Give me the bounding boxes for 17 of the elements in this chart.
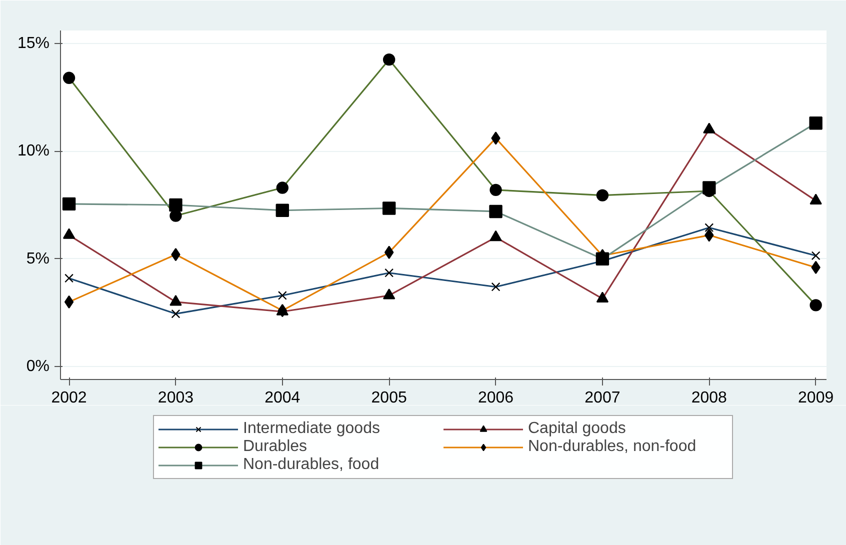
x-tick-label: 2007 xyxy=(584,390,620,406)
y-tick-label: 10% xyxy=(17,142,50,160)
x-tick-label: 2008 xyxy=(691,390,728,406)
y-tick-label: 15% xyxy=(17,34,50,52)
legend-label: Non-durables, non-food xyxy=(528,438,698,456)
legend-label: Non-durables, food xyxy=(243,456,380,474)
x-tick-label: 2005 xyxy=(371,390,407,406)
x-tick-label: 2004 xyxy=(264,390,300,406)
y-tick-label: 0% xyxy=(26,358,50,376)
x-tick-label: 2002 xyxy=(51,390,87,406)
x-tick-label: 2003 xyxy=(158,390,194,406)
y-tick-label: 5% xyxy=(26,250,50,268)
x-tick-label: 2006 xyxy=(478,390,514,406)
legend-label: Durables xyxy=(243,438,308,456)
x-tick-label: 2009 xyxy=(798,390,834,406)
legend-label: Intermediate goods xyxy=(243,420,381,438)
legend-label: Capital goods xyxy=(528,420,627,438)
